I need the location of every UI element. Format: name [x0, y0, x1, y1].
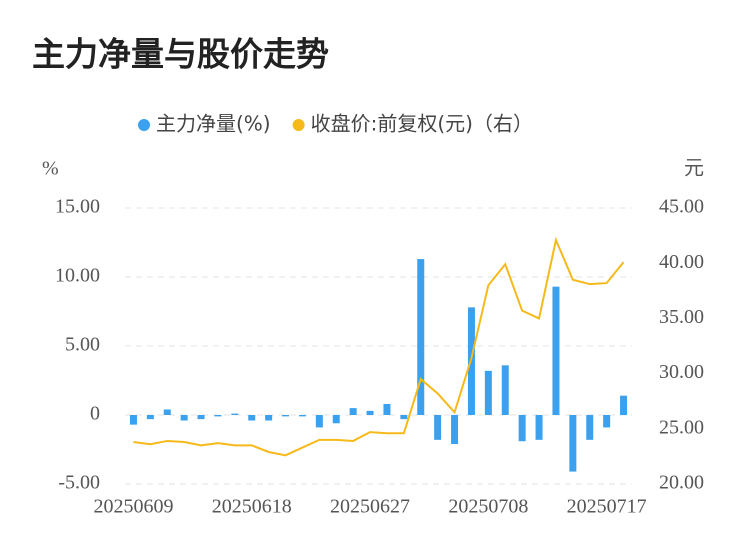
bar — [586, 415, 594, 440]
y-tick-label: 5.00 — [65, 334, 100, 356]
bar — [180, 415, 188, 421]
bar — [552, 286, 560, 415]
y-unit: % — [42, 158, 59, 180]
legend-label: 主力净量(%) — [156, 112, 271, 136]
y-tick-label: 0 — [90, 403, 100, 425]
legend-dot — [292, 119, 305, 131]
x-tick-label: 20250618 — [212, 496, 292, 518]
bar — [163, 409, 171, 415]
bar — [146, 415, 154, 420]
bar — [484, 370, 492, 415]
y2-unit: 元 — [684, 158, 704, 180]
y2-tick-label: 45.00 — [659, 196, 704, 218]
y2-tick-label: 40.00 — [659, 251, 704, 273]
bar — [620, 395, 628, 415]
bar — [417, 259, 425, 415]
bar — [366, 410, 374, 415]
legend-label: 收盘价:前复权(元)（右） — [311, 112, 533, 136]
x-tick-label: 20250627 — [330, 496, 410, 518]
x-tick-label: 20250609 — [93, 496, 173, 518]
price-line — [133, 236, 625, 457]
bar — [248, 415, 256, 421]
bar — [197, 415, 205, 420]
bar — [383, 403, 391, 415]
chart-title: 主力净量与股价走势 — [32, 35, 329, 74]
x-tick-label: 20250717 — [567, 496, 647, 518]
y-tick-label: 15.00 — [55, 196, 100, 218]
bar — [214, 415, 222, 417]
bar — [569, 415, 577, 472]
bar — [349, 408, 357, 415]
bar — [332, 415, 340, 424]
y-tick-label: 10.00 — [55, 265, 100, 287]
bar — [434, 415, 442, 440]
bar — [315, 415, 323, 428]
y2-tick-label: 35.00 — [659, 306, 704, 328]
bar — [603, 415, 611, 428]
bar — [265, 415, 273, 421]
bar — [518, 415, 526, 442]
bar — [535, 415, 543, 440]
bar — [400, 415, 408, 420]
y2-tick-label: 30.00 — [659, 361, 704, 383]
bar — [282, 415, 290, 417]
bar — [501, 365, 509, 415]
y2-tick-label: 20.00 — [659, 472, 704, 494]
bar — [129, 415, 137, 425]
y-tick-label: -5.00 — [58, 472, 100, 494]
legend-dot — [138, 119, 150, 131]
bar — [451, 415, 459, 444]
x-tick-label: 20250708 — [448, 496, 528, 518]
bar — [298, 415, 306, 417]
bar — [231, 413, 239, 415]
y2-tick-label: 25.00 — [659, 416, 704, 438]
